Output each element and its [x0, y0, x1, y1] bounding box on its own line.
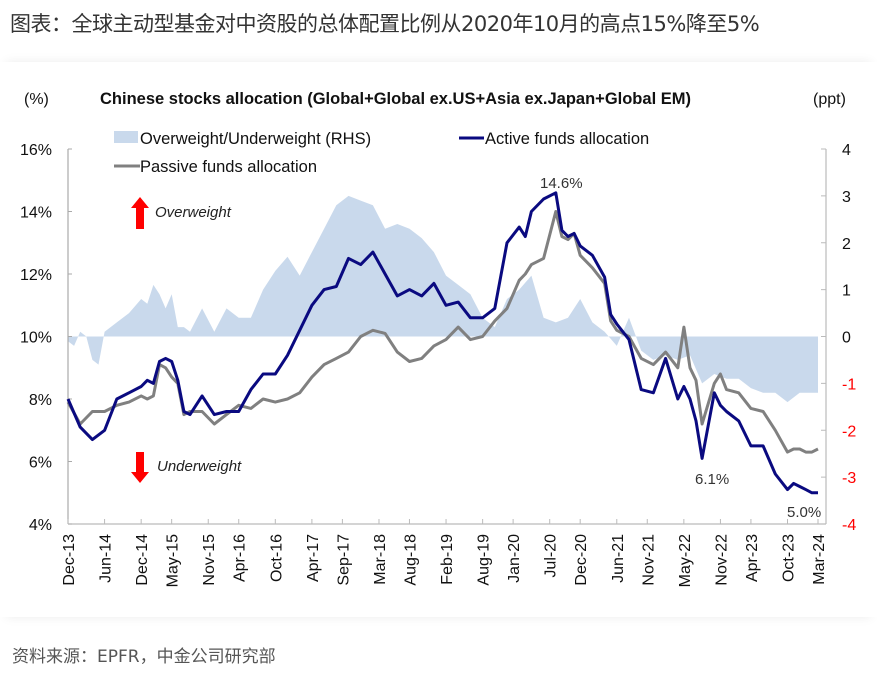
legend-swatch-ow-uw [114, 131, 138, 143]
page-title: 图表：全球主动型基金对中资股的总体配置比例从2020年10月的高点15%降至5% [10, 12, 760, 36]
arrow-up-icon [131, 197, 149, 229]
x-tick-label: Apr-17 [305, 534, 322, 582]
right-tick-label: -2 [842, 423, 856, 440]
right-tick-label: -1 [842, 376, 856, 393]
left-tick-label: 12% [20, 267, 52, 284]
x-tick-label: May-15 [165, 534, 182, 587]
x-tick-label: Apr-23 [744, 534, 761, 582]
latest-data-label: 5.0% [787, 504, 821, 521]
x-tick-label: Dec-20 [573, 534, 590, 586]
x-tick-label: Sep-17 [335, 534, 352, 586]
x-tick-label: Oct-23 [781, 534, 798, 582]
tick-labels-layer: 4% 6% 8% 10% 12% 14% 16% -4 -3 -2 -1 0 1 2 3 4 Dec-13 Jun… [20, 142, 856, 587]
arrow-down-icon [131, 452, 149, 483]
right-tick-label: 0 [842, 330, 851, 347]
x-tick-label: Jul-20 [543, 534, 560, 578]
right-tick-label: 2 [842, 236, 851, 253]
left-axis-unit: (%) [24, 91, 49, 108]
underweight-label: Underweight [157, 458, 242, 475]
x-tick-label: Mar-24 [811, 534, 828, 585]
x-tick-label: Jun-14 [98, 534, 115, 583]
underweight-annotation: Underweight [131, 452, 242, 483]
trough-data-label: 6.1% [695, 471, 729, 488]
overweight-annotation: Overweight [131, 197, 232, 229]
legend: Overweight/Underweight (RHS) Active fund… [114, 130, 649, 176]
x-tick-label: Dec-14 [134, 534, 151, 586]
axes-layer [67, 148, 827, 525]
legend-label-passive: Passive funds allocation [140, 158, 317, 176]
legend-label-active: Active funds allocation [485, 130, 649, 148]
x-tick-label: Oct-16 [268, 534, 285, 582]
left-tick-label: 14% [20, 205, 52, 222]
active-funds-line [66, 191, 818, 495]
lines-layer [66, 191, 819, 495]
right-tick-label: -3 [842, 470, 856, 487]
peak-data-label: 14.6% [540, 175, 583, 192]
x-tick-label: Feb-19 [439, 534, 456, 585]
left-tick-label: 4% [29, 517, 52, 534]
x-tick-label: Nov-21 [640, 534, 657, 586]
x-tick-label: May-22 [677, 534, 694, 587]
chart-title: Chinese stocks allocation (Global+Global… [100, 90, 691, 108]
right-tick-label: 1 [842, 283, 851, 300]
legend-label-ow-uw: Overweight/Underweight (RHS) [140, 130, 371, 148]
right-tick-label: 3 [842, 189, 851, 206]
left-tick-label: 10% [20, 330, 52, 347]
x-tick-label: Nov-22 [713, 534, 730, 586]
overweight-label: Overweight [155, 204, 232, 221]
x-tick-label: Aug-19 [476, 534, 493, 586]
source-note: 资料来源：EPFR，中金公司研究部 [12, 647, 276, 667]
right-tick-label: 4 [842, 142, 851, 159]
x-tick-label: Jan-20 [506, 534, 523, 583]
x-tick-label: Aug-18 [403, 534, 420, 586]
left-tick-label: 8% [29, 392, 52, 409]
x-tick-label: Dec-13 [61, 534, 78, 586]
right-tick-label: -4 [842, 517, 856, 534]
x-tick-label: Jun-21 [610, 534, 627, 583]
x-tick-label: Mar-18 [372, 534, 389, 585]
x-tick-label: Apr-16 [232, 534, 249, 582]
x-tick-label: Nov-15 [201, 534, 218, 586]
right-axis-unit: (ppt) [813, 91, 846, 108]
left-tick-label: 6% [29, 455, 52, 472]
left-tick-label: 16% [20, 142, 52, 159]
